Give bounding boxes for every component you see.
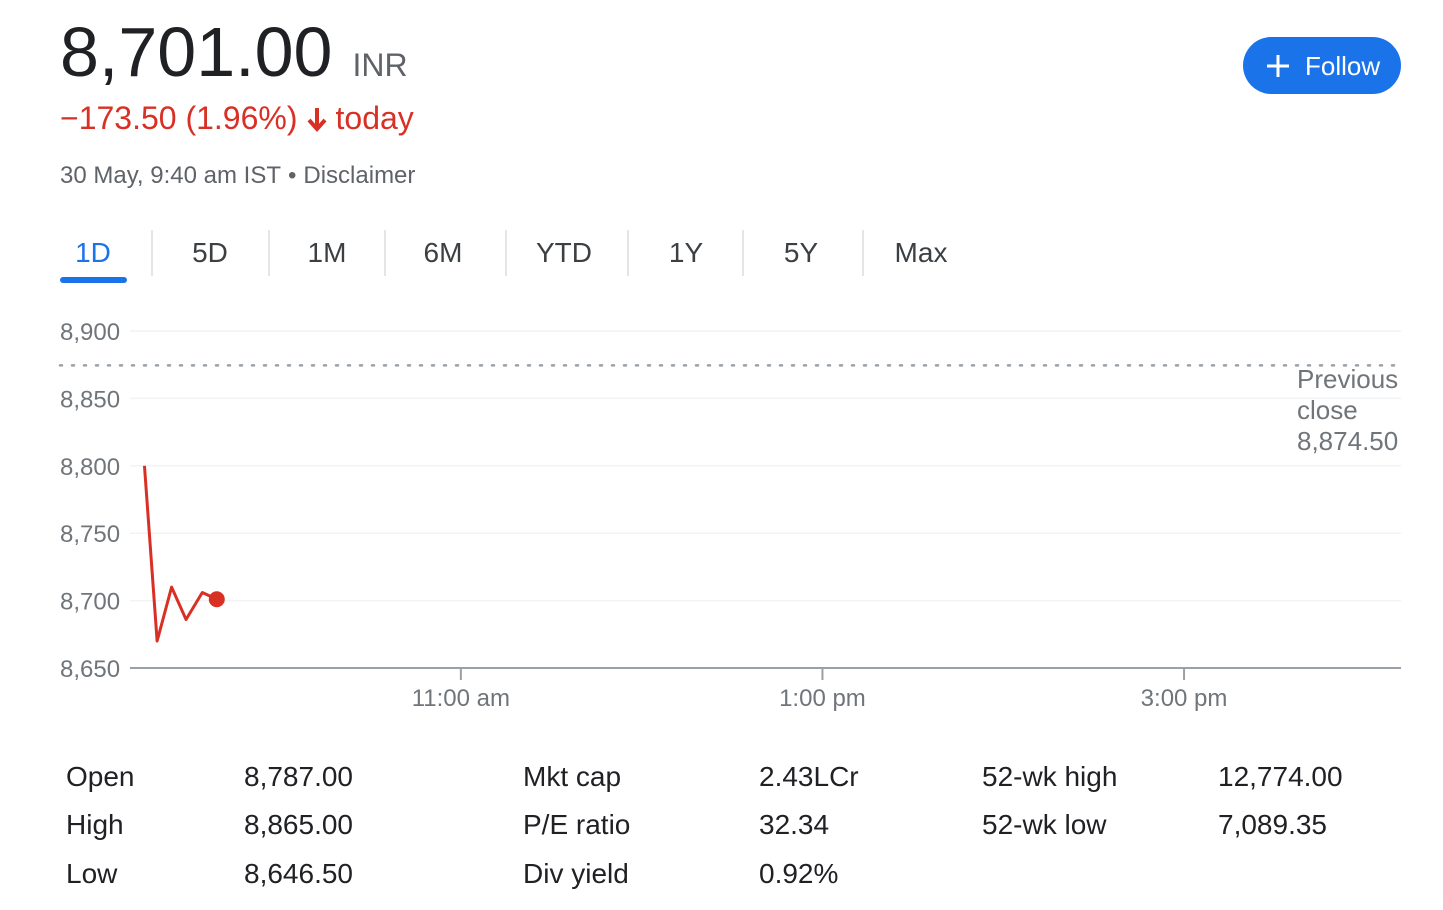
price-line bbox=[142, 465, 218, 643]
down-arrow bbox=[307, 107, 326, 132]
tab[interactable]: 1D bbox=[75, 237, 111, 268]
tab[interactable]: Max bbox=[895, 237, 948, 268]
stat-label: Div yield bbox=[523, 858, 629, 889]
stat-value: 8,865.00 bbox=[244, 809, 353, 840]
stat-value: 32.34 bbox=[759, 809, 829, 840]
disclaimer[interactable]: Disclaimer bbox=[303, 162, 416, 189]
tab[interactable]: 1Y bbox=[669, 237, 704, 268]
previous-close-value: 8,874.50 bbox=[1297, 426, 1399, 456]
timestamp: 30 May, 9:40 am IST bbox=[60, 162, 281, 189]
previous-close: Previous close 8,874.50 bbox=[1297, 364, 1407, 457]
follow-button[interactable]: Follow bbox=[1243, 37, 1401, 94]
tab[interactable]: 5D bbox=[192, 237, 228, 268]
y-tick-label: 8,650 bbox=[60, 656, 120, 683]
price: 8,701.00 bbox=[60, 13, 333, 91]
change-suffix: today bbox=[335, 100, 414, 136]
follow-button-bg[interactable] bbox=[1243, 37, 1401, 94]
tab-underline bbox=[60, 277, 127, 283]
stat-value: 8,787.00 bbox=[244, 761, 353, 792]
previous-close-label: Previous close bbox=[1297, 364, 1399, 425]
change-row: −173.50 (1.96%) today bbox=[60, 100, 414, 137]
y-tick-label: 8,800 bbox=[60, 454, 120, 481]
y-tick-label: 8,700 bbox=[60, 589, 120, 616]
tab[interactable]: 1M bbox=[308, 237, 347, 268]
stat-value: 0.92% bbox=[759, 858, 838, 889]
time-row: 30 May, 9:40 am IST • Disclaimer bbox=[60, 162, 415, 190]
separator: • bbox=[287, 162, 297, 189]
current-point bbox=[208, 591, 225, 608]
stat-label: Mkt cap bbox=[523, 761, 621, 792]
stat-label: Low bbox=[66, 858, 118, 889]
y-tick-label: 8,750 bbox=[60, 521, 120, 548]
stat-label: High bbox=[66, 809, 124, 840]
stat-label: P/E ratio bbox=[523, 809, 630, 840]
stat-value: 8,646.50 bbox=[244, 858, 353, 889]
plus-icon bbox=[1267, 55, 1289, 77]
stat-label: 52-wk high bbox=[982, 761, 1117, 792]
tab[interactable]: 5Y bbox=[784, 237, 819, 268]
tab[interactable]: YTD bbox=[536, 237, 592, 268]
stat-value: 12,774.00 bbox=[1218, 761, 1343, 792]
stat-value: 2.43LCr bbox=[759, 761, 859, 792]
price-row: 8,701.00 INR bbox=[60, 12, 408, 92]
change: −173.50 (1.96%) bbox=[60, 100, 298, 136]
currency: INR bbox=[352, 47, 408, 83]
stat-label: Open bbox=[66, 761, 135, 792]
x-tick-label: 3:00 pm bbox=[1141, 685, 1228, 712]
stat-value: 7,089.35 bbox=[1218, 809, 1327, 840]
tab[interactable]: 6M bbox=[424, 237, 463, 268]
y-tick-label: 8,900 bbox=[60, 319, 120, 346]
y-tick-label: 8,850 bbox=[60, 386, 120, 413]
x-tick-label: 11:00 am bbox=[412, 685, 510, 712]
follow-label[interactable]: Follow bbox=[1305, 51, 1380, 81]
stat-label: 52-wk low bbox=[982, 809, 1107, 840]
x-tick-label: 1:00 pm bbox=[779, 685, 866, 712]
